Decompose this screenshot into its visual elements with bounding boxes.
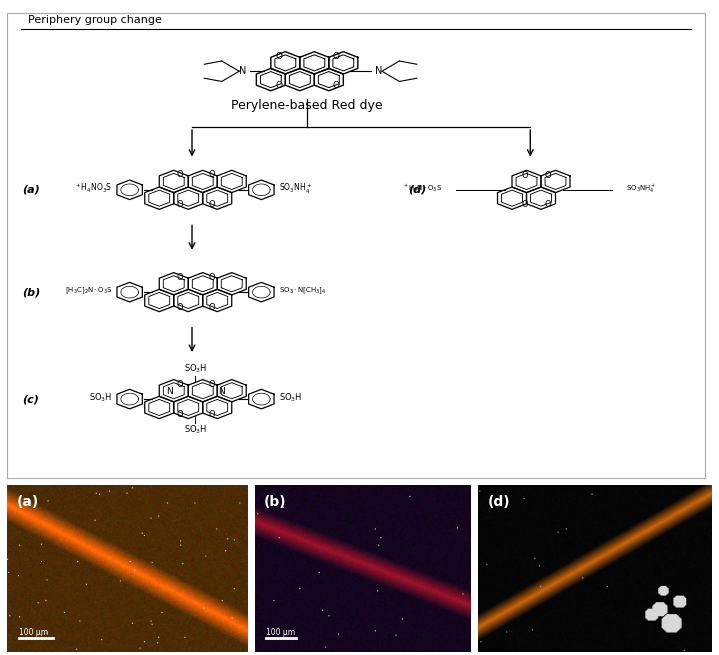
Text: (c): (c) [22, 394, 40, 404]
Text: $\mathregular{SO_3NH_4^+}$: $\mathregular{SO_3NH_4^+}$ [626, 182, 656, 195]
Text: N: N [375, 66, 383, 76]
Text: O: O [275, 52, 282, 61]
Text: O: O [545, 200, 551, 209]
Text: O: O [208, 379, 215, 388]
Text: 100 μm: 100 μm [19, 627, 48, 637]
Text: Perylene-based Red dye: Perylene-based Red dye [232, 99, 383, 112]
Text: O: O [208, 409, 215, 419]
Text: (d): (d) [487, 495, 510, 509]
Text: O: O [208, 272, 215, 282]
Text: (d): (d) [408, 185, 426, 195]
Text: O: O [176, 379, 183, 388]
Text: N: N [218, 387, 225, 396]
Text: O: O [275, 81, 282, 90]
Text: $\mathregular{^+H_4N \cdot O_3S}$: $\mathregular{^+H_4N \cdot O_3S}$ [402, 183, 442, 194]
Text: (b): (b) [22, 287, 41, 297]
Text: $\mathregular{[H_3C]_2N \cdot O_3S}$: $\mathregular{[H_3C]_2N \cdot O_3S}$ [65, 286, 112, 296]
Text: N: N [166, 387, 173, 396]
Text: O: O [208, 200, 215, 210]
Text: O: O [545, 171, 551, 180]
Text: (a): (a) [17, 495, 39, 509]
Text: $\mathregular{SO_3 \cdot N[CH_3]_4}$: $\mathregular{SO_3 \cdot N[CH_3]_4}$ [279, 286, 326, 296]
Text: N: N [239, 66, 246, 76]
Text: O: O [176, 272, 183, 282]
Text: Periphery group change: Periphery group change [28, 14, 162, 25]
Text: O: O [332, 81, 339, 90]
Text: O: O [176, 200, 183, 210]
Text: $\mathregular{SO_3H}$: $\mathregular{SO_3H}$ [184, 362, 207, 375]
Text: O: O [176, 303, 183, 312]
Text: (b): (b) [264, 495, 286, 509]
Text: 100 μm: 100 μm [266, 627, 296, 637]
Text: $\mathregular{^+H_4NO_3S}$: $\mathregular{^+H_4NO_3S}$ [74, 182, 112, 195]
Text: O: O [208, 170, 215, 179]
Text: O: O [208, 303, 215, 312]
Text: O: O [332, 52, 339, 61]
Text: O: O [176, 170, 183, 179]
Text: O: O [522, 171, 528, 180]
Text: $\mathregular{SO_3H}$: $\mathregular{SO_3H}$ [279, 392, 302, 404]
Text: $\mathregular{SO_3H}$: $\mathregular{SO_3H}$ [184, 424, 207, 436]
Text: O: O [176, 409, 183, 419]
Text: (a): (a) [22, 185, 40, 195]
Text: O: O [522, 200, 528, 209]
Text: $\mathregular{SO_3H}$: $\mathregular{SO_3H}$ [88, 392, 112, 404]
Text: $\mathregular{SO_3NH_4^+}$: $\mathregular{SO_3NH_4^+}$ [279, 181, 312, 196]
